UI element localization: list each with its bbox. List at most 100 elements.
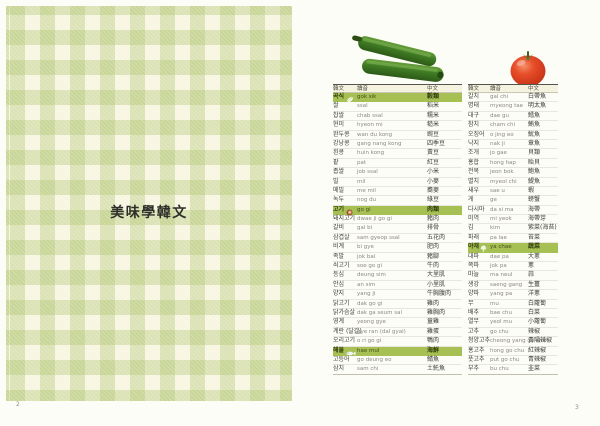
table-row: 다시마 da si ma 海帶	[468, 206, 558, 216]
korean-word: 오리고기	[333, 337, 356, 345]
chinese-meaning: 五花肉	[427, 233, 446, 241]
table-row: 마늘 ma neul 蒜	[468, 271, 558, 281]
pronunciation: nak ji	[490, 140, 505, 147]
chinese-meaning: 雞蛋	[427, 327, 440, 335]
chinese-meaning: 黃豆	[427, 149, 440, 157]
pronunciation: yang pa	[490, 291, 513, 298]
pronunciation: ya chae	[490, 244, 512, 251]
pronunciation: hong hap	[490, 159, 516, 166]
table-row: 대파 dae pa 大蔥	[468, 252, 558, 263]
table-row: 무 mu 白蘿蔔	[468, 300, 558, 309]
chinese-meaning: 小蘿蔔	[528, 318, 547, 326]
chinese-meaning: 豌豆	[427, 130, 440, 138]
korean-word: 안심	[333, 280, 345, 288]
korean-word: 현미	[333, 121, 345, 129]
table-row: 양파 yang pa 洋蔥	[468, 290, 558, 300]
korean-word: 밀	[333, 177, 339, 185]
table-header-row: 韓文 讀音 中文	[333, 84, 462, 93]
korean-word: 삼치	[333, 365, 345, 373]
pronunciation: hae mul	[357, 347, 380, 354]
table-row: 밀 mil 小麥	[333, 178, 462, 187]
korean-word: 족발	[333, 252, 345, 260]
pronunciation: gang nang kong	[357, 140, 402, 147]
table-row: 홍합 hong hap 貽貝	[468, 159, 558, 169]
korean-word: 쌀	[333, 102, 339, 110]
pronunciation: soe go gi	[357, 263, 382, 270]
table-row: 파래 pa lae 苔菜	[468, 233, 558, 244]
vocab-table-seafood-vegetables: 韓文 讀音 中文 갈치 gal chi 白帶魚 명태 myeong tae 明太魚 대구 dae g…	[468, 84, 558, 375]
table-row: 메밀 me mil 蕎麥	[333, 187, 462, 197]
chinese-meaning: 小里肌	[427, 280, 446, 288]
pronunciation: mil	[357, 178, 366, 185]
chinese-meaning: 鱈魚	[528, 111, 541, 119]
chinese-meaning: 紅豆	[427, 158, 440, 166]
korean-word: 낙지	[468, 139, 480, 147]
chinese-meaning: 苔菜	[528, 233, 541, 241]
chinese-meaning: 排骨	[427, 224, 440, 232]
korean-word: 팥	[333, 158, 339, 166]
pronunciation: ge	[490, 197, 497, 204]
korean-word: 파래	[468, 233, 480, 241]
chinese-meaning: 糯米	[427, 111, 440, 119]
chinese-meaning: 洋蔥	[528, 290, 541, 298]
chinese-meaning: 穀類	[427, 93, 440, 100]
korean-word: 흰콩	[333, 149, 345, 157]
pronunciation: me mil	[357, 187, 376, 194]
table-row: 안심 an sim 小里肌	[333, 280, 462, 291]
chinese-meaning: 鮪魚	[528, 121, 541, 129]
page-number-left: 2	[16, 401, 20, 408]
pronunciation: dak ga seum sal	[357, 309, 403, 316]
meat-icon	[346, 207, 353, 216]
chinese-meaning: 牛肉	[427, 262, 440, 270]
table-row: 좁쌀 job ssal 小米	[333, 168, 462, 178]
chinese-meaning: 蔥	[528, 262, 535, 270]
pronunciation: jok pa	[490, 263, 507, 270]
pronunciation: hyeon mi	[357, 122, 383, 129]
pronunciation: sam gyeop ssal	[357, 234, 400, 241]
korean-word: 오징어	[468, 130, 485, 138]
korean-word: 완두콩	[333, 130, 350, 138]
korean-word: 전복	[468, 168, 480, 176]
table-row: 쇠고기 soe go gi 牛肉	[333, 262, 462, 272]
pronunciation: o jing eo	[490, 131, 514, 138]
chinese-meaning: 青陽辣椒	[528, 337, 553, 345]
table-row: 완두콩 wan du kong 豌豆	[333, 131, 462, 140]
category-row: 야채 ya chae 蔬菜	[468, 243, 558, 253]
pronunciation: put go chu	[490, 356, 520, 363]
chinese-meaning: 豬肉	[427, 215, 440, 223]
korean-word: 닭가슴살	[333, 308, 356, 316]
korean-word: 비계	[333, 243, 345, 251]
chinese-meaning: 小米	[427, 168, 440, 176]
pronunciation: dae pa	[490, 253, 509, 260]
chinese-meaning: 蔬菜	[528, 243, 541, 251]
chinese-meaning: 大蔥	[528, 252, 541, 260]
korean-word: 열무	[468, 318, 480, 326]
table-row: 찹쌀 chab ssal 糯米	[333, 111, 462, 122]
chinese-meaning: 雞胸肉	[427, 308, 446, 316]
pronunciation: huin kong	[357, 150, 385, 157]
chinese-meaning: 土魠魚	[427, 365, 446, 373]
pronunciation: deung sim	[357, 272, 386, 279]
korean-word: 양지	[333, 290, 345, 298]
korean-word: 무	[468, 299, 474, 307]
pronunciation: dwae ji go gi	[357, 216, 392, 223]
korean-word: 풋고추	[468, 355, 485, 363]
table-row: 게 ge 螃蟹	[468, 196, 558, 206]
table-row: 강낭콩 gang nang kong 四季豆	[333, 140, 462, 150]
pronunciation: dak go gi	[357, 300, 383, 307]
pronunciation: gal bi	[357, 225, 373, 232]
table-row: 고추 go chu 辣椒	[468, 328, 558, 338]
table-row: 녹두 nog du 綠豆	[333, 196, 462, 206]
page-number-right: 3	[575, 404, 579, 411]
korean-word: 등심	[333, 271, 345, 279]
table-row: 생강 saeng gang 生薑	[468, 281, 558, 291]
book-title: 美味學韓文	[110, 205, 188, 221]
table-row: 삼치 sam chi 土魠魚	[333, 365, 462, 375]
table-row: 오징어 o jing eo 魷魚	[468, 131, 558, 140]
pronunciation: da si ma	[490, 206, 514, 213]
table-row: 고등어 go deung eo 鯖魚	[333, 356, 462, 366]
chinese-meaning: 魷魚	[528, 130, 541, 138]
pronunciation: go deung eo	[357, 356, 392, 363]
table-row: 명태 myeong tae 明太魚	[468, 102, 558, 112]
